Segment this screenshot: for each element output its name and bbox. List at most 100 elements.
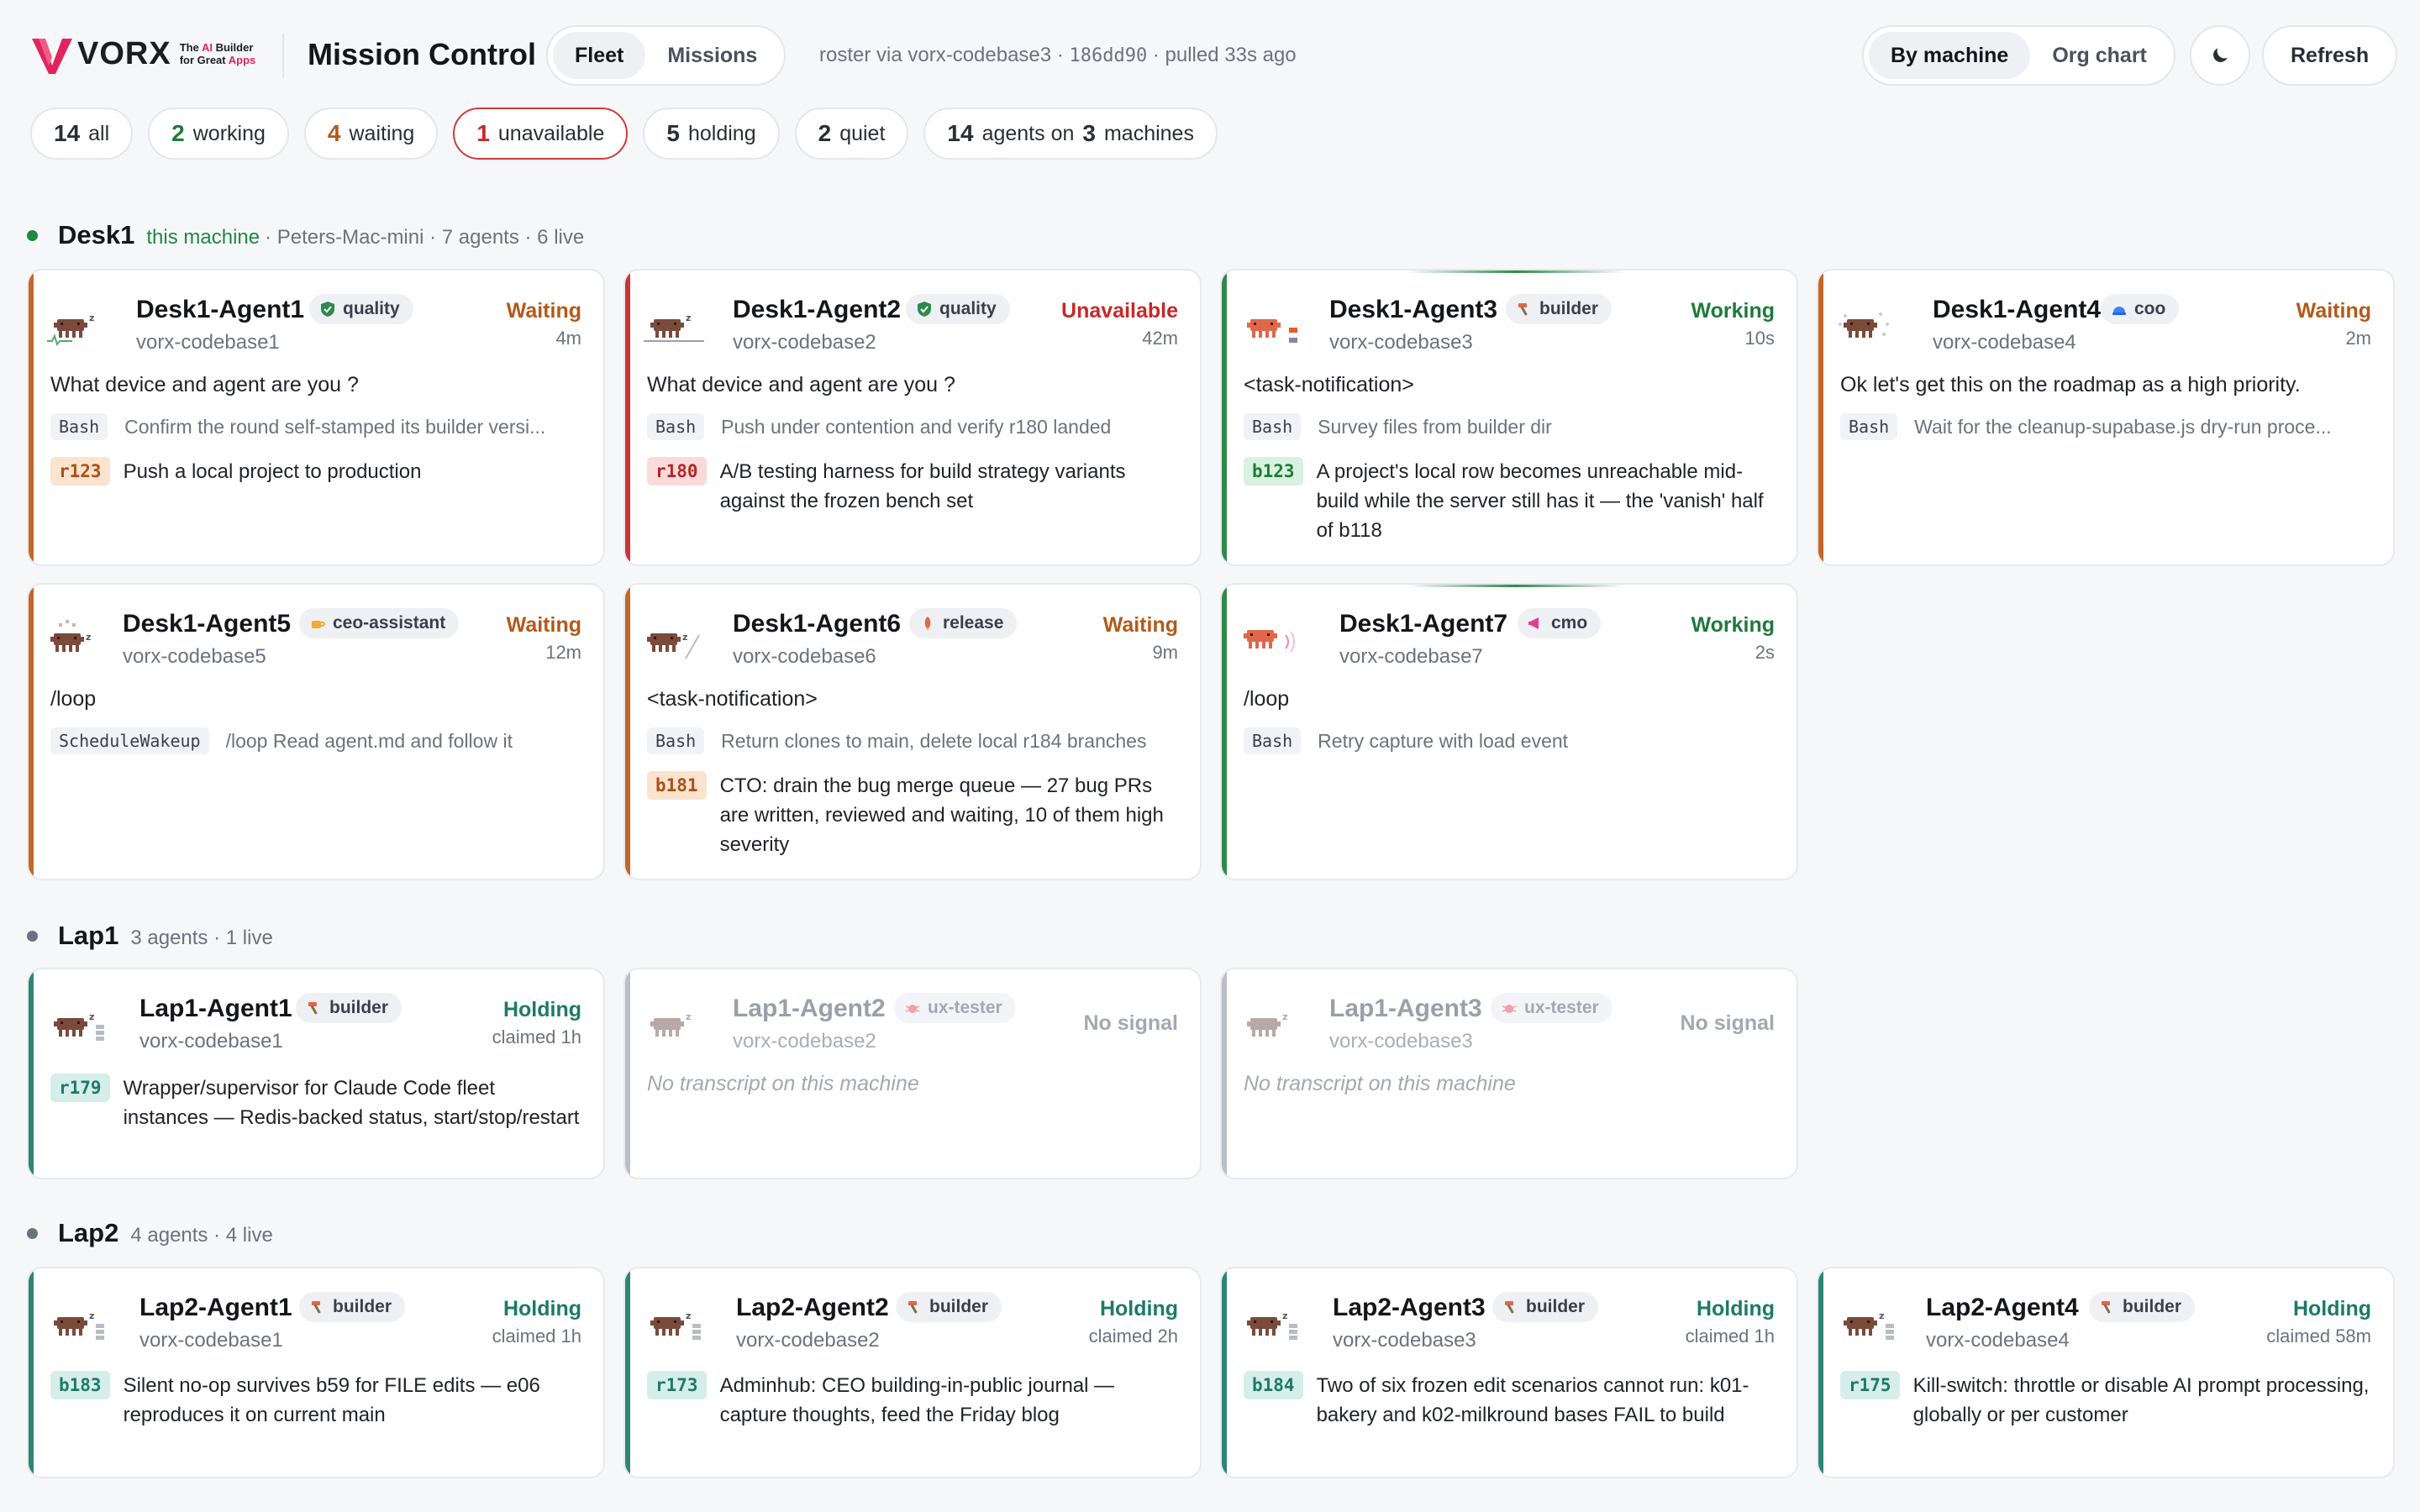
- machine-status-dot: [27, 1227, 38, 1239]
- status-accent: [29, 1268, 34, 1477]
- filter-working[interactable]: 2 working: [148, 108, 289, 160]
- roster-info: roster via vorx-codebase3 · 186dd90 · pu…: [819, 44, 1297, 66]
- status-label: Waiting: [1102, 613, 1178, 637]
- filter-quiet[interactable]: 2 quiet: [794, 108, 909, 160]
- last-tool-call: Bash Confirm the round self-stamped its …: [50, 413, 585, 440]
- tab-org-chart[interactable]: Org chart: [2052, 43, 2147, 67]
- role-badge: builder: [896, 1292, 1002, 1322]
- tab-by-machine[interactable]: By machine: [1869, 32, 2031, 79]
- agent-avatar: [1247, 1011, 1288, 1037]
- last-tool-call: Bash Return clones to main, delete local…: [647, 727, 1181, 754]
- activity-glow: [1407, 585, 1625, 587]
- agent-name: Desk1-Agent6: [733, 610, 902, 638]
- activity-glow: [1407, 270, 1625, 273]
- status-age: 42m: [1142, 328, 1178, 349]
- agent-card-lap1-agent1[interactable]: Lap1-Agent1 builder vorx-codebase1 Holdi…: [27, 968, 605, 1179]
- role-badge: ceo-assistant: [299, 608, 460, 638]
- roster-hash: 186dd90: [1069, 45, 1148, 66]
- role-badge: coo: [2101, 294, 2180, 324]
- status-accent: [29, 969, 34, 1178]
- hammer-icon: [2102, 1301, 2111, 1314]
- logo-wordmark: VORX: [77, 35, 171, 71]
- filter-all[interactable]: 14 all: [30, 108, 134, 160]
- status-accent: [1222, 969, 1227, 1178]
- shield-check-icon: [918, 302, 931, 317]
- status-age: 4m: [555, 328, 581, 349]
- status-age: claimed 1h: [492, 1026, 581, 1047]
- agent-avatar: [1244, 630, 1295, 653]
- status-accent: [625, 270, 630, 564]
- agent-card-lap2-agent1[interactable]: Lap2-Agent1 builder vorx-codebase1 Holdi…: [27, 1267, 605, 1478]
- task-title: Wrapper/supervisor for Claude Code fleet…: [123, 1077, 580, 1129]
- task-title: A/B testing harness for build strategy v…: [719, 460, 1126, 512]
- repo-name: vorx-codebase2: [733, 1030, 876, 1053]
- agent-avatar: [1247, 319, 1297, 343]
- task-item[interactable]: b183 Silent no-op survives b59 for FILE …: [50, 1371, 585, 1430]
- agent-avatar: [650, 1310, 701, 1340]
- filter-unavailable[interactable]: 1 unavailable: [453, 108, 629, 160]
- agent-card-desk1-agent1[interactable]: Desk1-Agent1 quality vorx-codebase1 Wait…: [27, 269, 605, 566]
- theme-toggle-button[interactable]: [2190, 25, 2250, 86]
- task-item[interactable]: b181 CTO: drain the bug merge queue — 27…: [647, 771, 1181, 859]
- agent-avatar: [54, 1310, 104, 1340]
- task-title: Push a local project to production: [123, 460, 422, 483]
- agent-card-desk1-agent2[interactable]: Desk1-Agent2 quality vorx-codebase2 Unav…: [623, 269, 1202, 566]
- status-label: No signal: [1083, 1011, 1178, 1035]
- agent-name: Lap2-Agent2: [736, 1294, 889, 1321]
- tool-name: Bash: [1244, 727, 1302, 754]
- vorx-logo[interactable]: VORX The AI Builder for Great Apps: [30, 32, 255, 76]
- agent-card-desk1-agent6[interactable]: Desk1-Agent6 release vorx-codebase6 Wait…: [623, 583, 1202, 880]
- task-item[interactable]: b184 Two of six frozen edit scenarios ca…: [1244, 1371, 1778, 1430]
- role-badge: quality: [906, 294, 1010, 324]
- agent-card-desk1-agent7[interactable]: Desk1-Agent7 cmo vorx-codebase7 Working …: [1220, 583, 1798, 880]
- task-item[interactable]: b123 A project's local row becomes unrea…: [1244, 457, 1778, 545]
- hammer-icon: [908, 1301, 918, 1314]
- tool-description: /loop Read agent.md and follow it: [225, 729, 513, 752]
- task-item[interactable]: r175 Kill-switch: throttle or disable AI…: [1840, 1371, 2375, 1430]
- task-title: A project's local row becomes unreachabl…: [1316, 460, 1764, 542]
- task-item[interactable]: r173 Adminhub: CEO building-in-public jo…: [647, 1371, 1181, 1430]
- agent-name: Desk1-Agent2: [733, 296, 902, 323]
- tool-name: ScheduleWakeup: [50, 727, 209, 754]
- agent-card-lap1-agent2[interactable]: Lap1-Agent2 ux-tester vorx-codebase2 No …: [623, 968, 1202, 1179]
- agent-card-lap2-agent2[interactable]: Lap2-Agent2 builder vorx-codebase2 Holdi…: [623, 1267, 1202, 1478]
- repo-name: vorx-codebase3: [1329, 1030, 1473, 1053]
- status-label: Working: [1691, 613, 1775, 637]
- filter-holding[interactable]: 5 holding: [643, 108, 780, 160]
- tab-fleet[interactable]: Fleet: [553, 32, 646, 79]
- filter-waiting[interactable]: 4 waiting: [303, 108, 439, 160]
- tool-description: Wait for the cleanup-supabase.js dry-run…: [1914, 415, 2332, 438]
- machine-status-dot: [27, 930, 38, 942]
- tab-missions[interactable]: Missions: [667, 43, 758, 67]
- status-label: Holding: [502, 998, 581, 1021]
- role-badge: ux-tester: [894, 993, 1016, 1023]
- task-item[interactable]: r123 Push a local project to production: [50, 457, 585, 486]
- status-label: Holding: [1696, 1297, 1775, 1320]
- role-badge: builder: [1506, 294, 1612, 324]
- agent-card-lap2-agent3[interactable]: Lap2-Agent3 builder vorx-codebase3 Holdi…: [1220, 1267, 1798, 1478]
- status-label: Unavailable: [1061, 299, 1178, 323]
- agent-card-desk1-agent5[interactable]: Desk1-Agent5 ceo-assistant vorx-codebase…: [27, 583, 605, 880]
- task-title: Kill-switch: throttle or disable AI prom…: [1912, 1374, 2370, 1426]
- role-badge: quality: [309, 294, 413, 324]
- status-label: Working: [1691, 299, 1775, 323]
- task-id-badge: r179: [50, 1074, 110, 1102]
- role-badge: cmo: [1518, 608, 1602, 638]
- agent-card-lap1-agent3[interactable]: Lap1-Agent3 ux-tester vorx-codebase3 No …: [1220, 968, 1798, 1179]
- agent-name: Lap2-Agent3: [1333, 1294, 1486, 1321]
- empty-transcript-note: No transcript on this machine: [1244, 1072, 1516, 1095]
- view-switcher: Fleet Missions: [546, 25, 786, 86]
- agent-name: Desk1-Agent3: [1329, 296, 1498, 323]
- status-filters: 14 all 2 working 4 waiting 1 unavailable 5 ho…: [30, 108, 1218, 160]
- task-item[interactable]: r180 A/B testing harness for build strat…: [647, 457, 1181, 516]
- hammer-icon: [312, 1301, 321, 1314]
- status-age: claimed 1h: [1685, 1326, 1775, 1347]
- agent-card-lap2-agent4[interactable]: Lap2-Agent4 builder vorx-codebase4 Holdi…: [1817, 1267, 2395, 1478]
- status-age: 2s: [1754, 642, 1775, 663]
- machine-meta: 3 agents · 1 live: [130, 927, 273, 949]
- agent-card-desk1-agent4[interactable]: Desk1-Agent4 coo vorx-codebase4 Waiting …: [1817, 269, 2395, 566]
- agent-card-desk1-agent3[interactable]: Desk1-Agent3 builder vorx-codebase3 Work…: [1220, 269, 1798, 566]
- agent-name: Lap2-Agent4: [1926, 1294, 2079, 1321]
- task-item[interactable]: r179 Wrapper/supervisor for Claude Code …: [50, 1074, 585, 1132]
- refresh-button[interactable]: Refresh: [2262, 25, 2398, 86]
